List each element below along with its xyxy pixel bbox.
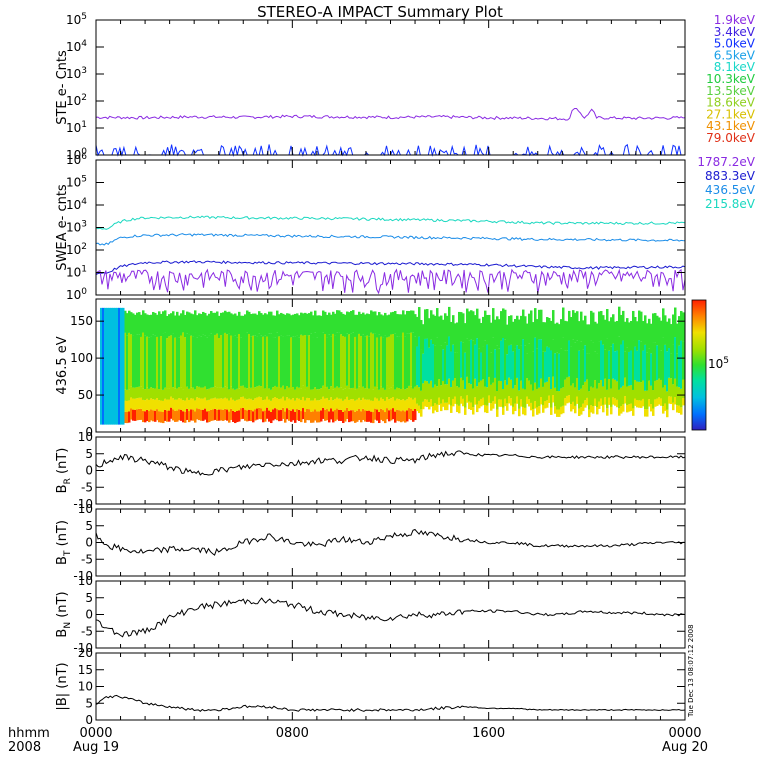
y-tick-label: 0 [85, 713, 93, 727]
panel-ylabel: 436.5 eV [55, 336, 70, 394]
y-tick-label: 0 [85, 464, 93, 478]
series-line [95, 108, 686, 121]
legend-entry: 1.9keV [714, 13, 756, 27]
y-tick-label: 5 [85, 447, 93, 461]
y-tick-label: 100 [70, 351, 93, 365]
panel-ylabel: BT (nT) [55, 520, 73, 565]
series-line [95, 450, 686, 476]
panel-br: -10 -5 0 5 10 BR (nT) [55, 430, 686, 511]
panel-ylabel: STE e- Cnts [55, 50, 70, 125]
y-tick-label: 5 [85, 519, 93, 533]
y-tick-label: 150 [70, 314, 93, 328]
x-tick-date: Aug 20 [662, 740, 708, 755]
y-tick-label: 10 [78, 680, 93, 694]
panel-frame [95, 19, 686, 156]
y-tick-label: 15 [78, 663, 93, 677]
panel-bt_mag: 0 5 10 15 20 |B| (nT) [55, 646, 686, 727]
panel-ylabel: |B| (nT) [55, 662, 70, 710]
y-tick-label: 10 [78, 574, 93, 588]
plot-title: STEREO-A IMPACT Summary Plot [257, 3, 503, 21]
colorbar-label: 105 [708, 356, 729, 371]
y-tick-label: 0 [85, 608, 93, 622]
series-line [95, 528, 686, 556]
legend-entry: 436.5eV [705, 183, 756, 197]
x-tick-label: 0000 [668, 726, 701, 741]
timestamp-stamp: Tue Dec 13 08:07:12 2008 [687, 624, 695, 718]
y-tick-label: 50 [78, 388, 93, 402]
colorbar [691, 299, 707, 431]
series-line [95, 215, 686, 230]
ste-legend: 1.9keV3.4keV5.0keV6.5keV8.1keV10.3keV13.… [706, 13, 756, 145]
legend-entry: 43.1keV [706, 119, 756, 133]
legend-entry: 8.1keV [714, 60, 756, 74]
time-corner-year: 2008 [8, 740, 41, 755]
y-tick-label: 10 [78, 502, 93, 516]
panel-bt: -10 -5 0 5 10 BT (nT) [55, 502, 686, 583]
y-tick-label: 0 [85, 536, 93, 550]
panel-ylabel: BR (nT) [55, 448, 73, 494]
panel-frame [95, 508, 686, 577]
pitch-angle-heatmap [100, 306, 685, 425]
x-tick-label: 0000 [79, 726, 112, 741]
legend-entry: 1787.2eV [697, 155, 755, 169]
legend-entry: 215.8eV [705, 197, 756, 211]
legend-entry: 18.6keV [706, 96, 756, 110]
series-line [95, 597, 686, 638]
legend-entry: 13.5keV [706, 84, 756, 98]
legend-entry: 883.3eV [705, 169, 756, 183]
series-line [95, 268, 686, 295]
series-line [95, 233, 686, 246]
y-tick-label: -5 [81, 480, 93, 494]
y-tick-label: -5 [81, 624, 93, 638]
y-tick-label: 5 [85, 591, 93, 605]
y-tick-label: 0 [85, 425, 93, 439]
y-tick-label: 105 [66, 12, 87, 27]
x-tick-date: Aug 19 [73, 740, 119, 755]
y-tick-label: -5 [81, 552, 93, 566]
legend-entry: 79.0keV [706, 131, 756, 145]
y-tick-label: -10 [73, 497, 93, 511]
x-tick-label: 0800 [276, 726, 309, 741]
y-tick-label: 10 [78, 430, 93, 444]
y-tick-label: -10 [73, 569, 93, 583]
y-tick-label: 20 [78, 646, 93, 660]
legend-entry: 10.3keV [706, 72, 756, 86]
panel-ylabel: BN (nT) [55, 591, 73, 637]
legend-entry: 3.4keV [714, 25, 756, 39]
series-line [95, 260, 686, 275]
series-line [95, 694, 686, 712]
y-tick-label: 106 [66, 152, 87, 167]
panel-frame [95, 436, 686, 505]
y-tick-label: 5 [85, 696, 93, 710]
legend-entry: 27.1keV [706, 107, 756, 121]
time-corner-label: hhmm [8, 726, 50, 741]
x-tick-label: 1600 [472, 726, 505, 741]
panel-bn: -10 -5 0 5 10 BN (nT) [55, 574, 686, 655]
panel-ylabel: SWEA e- cnts [55, 184, 70, 271]
legend-entry: 5.0keV [714, 37, 756, 51]
y-tick-label: -10 [73, 641, 93, 655]
legend-entry: 6.5keV [714, 48, 756, 62]
y-tick-label: 100 [66, 287, 87, 302]
